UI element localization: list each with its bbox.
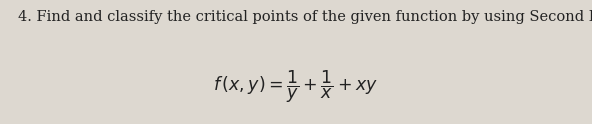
Text: $f\,(x,y) = \dfrac{1}{y} + \dfrac{1}{x} + xy$: $f\,(x,y) = \dfrac{1}{y} + \dfrac{1}{x} …: [213, 69, 379, 105]
Text: 4. Find and classify the critical points of the given function by using Second D: 4. Find and classify the critical points…: [18, 10, 592, 24]
